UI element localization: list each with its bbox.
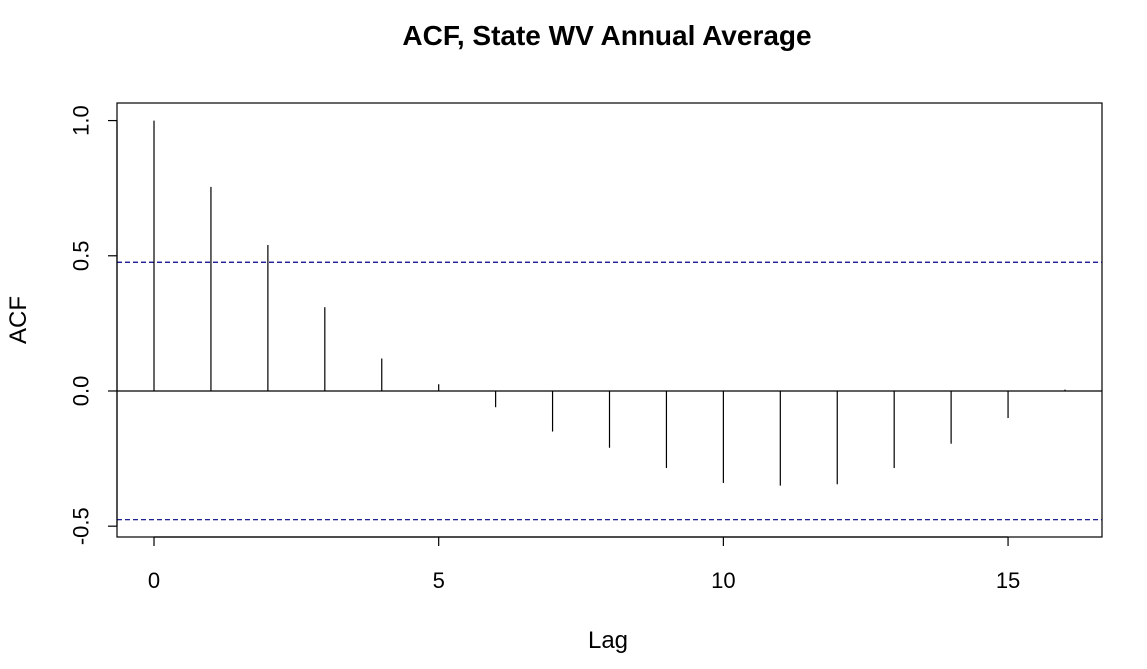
y-tick-label-3: 1.0	[69, 105, 94, 136]
acf-bars	[153, 120, 1066, 486]
x-axis-label: Lag	[588, 627, 628, 654]
y-tick-label-1: 0.0	[69, 376, 94, 407]
y-tick-label-0: -0.5	[69, 507, 94, 545]
y-axis-label: ACF	[5, 296, 32, 344]
x-tick-label-15: 15	[996, 568, 1020, 593]
confidence-bounds	[117, 261, 1102, 521]
x-tick-label-5: 5	[433, 568, 445, 593]
chart-title: ACF, State WV Annual Average	[402, 20, 811, 51]
y-tick-label-2: 0.5	[68, 240, 93, 271]
y-axis: -0.5 0.0 0.5 1.0	[68, 105, 118, 545]
plot-frame	[116, 102, 1103, 538]
x-axis: 0 5 10 15	[148, 536, 1020, 593]
x-tick-label-10: 10	[711, 568, 735, 593]
x-tick-label-0: 0	[148, 568, 160, 593]
